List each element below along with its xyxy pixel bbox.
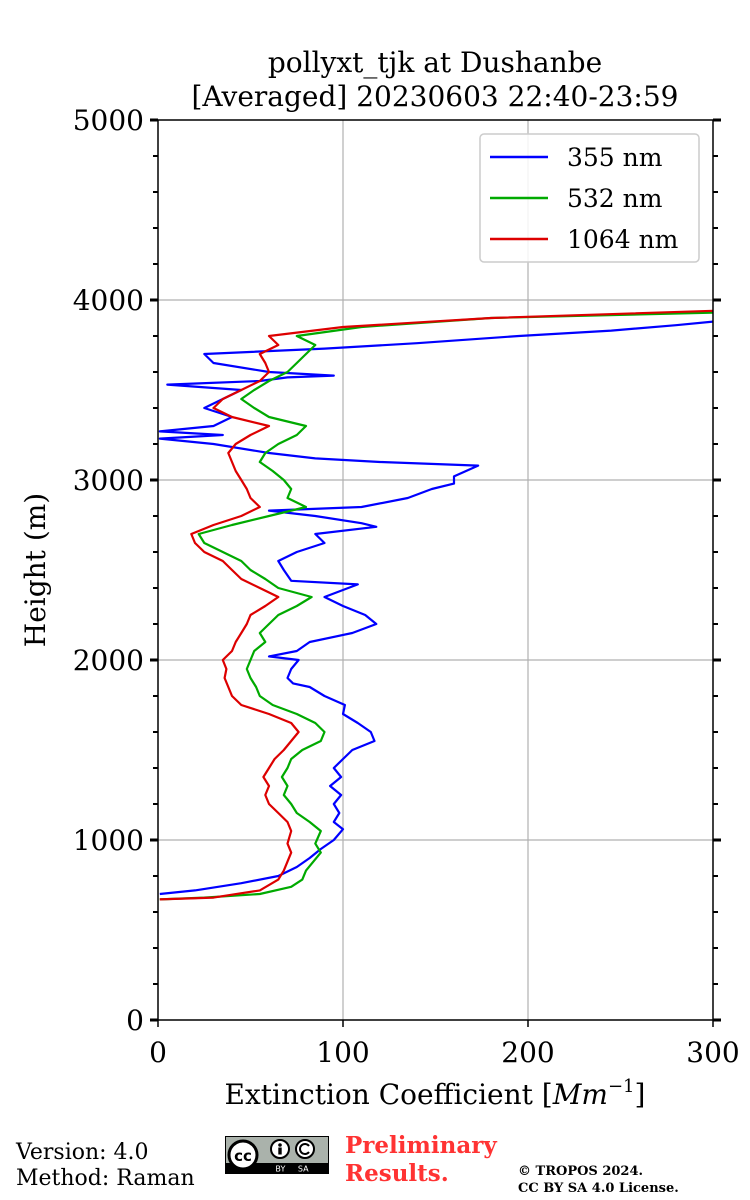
series-line-0: [158, 320, 713, 896]
chart: pollyxt_tjk at Dushanbe [Averaged] 20230…: [19, 46, 740, 1111]
chart-title-line2: [Averaged] 20230603 22:40-23:59: [192, 80, 679, 113]
legend-frame: [479, 133, 700, 263]
cc-badge-text: BY SA: [275, 1165, 309, 1174]
legend-label-0: 355 nm: [567, 143, 663, 172]
x-axis-label-close: ]: [635, 1078, 646, 1111]
y-tick-label: 4000: [73, 284, 144, 317]
svg-text:cc: cc: [234, 1147, 252, 1165]
series-line-2: [159, 309, 713, 901]
legend: 355 nm 532 nm 1064 nm: [479, 133, 700, 263]
y-tick-label: 2000: [73, 644, 144, 677]
x-tick-label: 200: [501, 1036, 554, 1069]
legend-label-1: 532 nm: [567, 184, 663, 213]
license-label: CC BY SA 4.0 License.: [518, 1181, 679, 1196]
x-tick-label: 0: [149, 1036, 167, 1069]
x-axis-label-unit: Mm: [552, 1078, 608, 1111]
legend-label-2: 1064 nm: [567, 225, 679, 254]
series-group: [158, 309, 713, 901]
preliminary-results-label: Results.: [345, 1160, 449, 1187]
y-axis-label: Height (m): [19, 493, 52, 647]
preliminary-label: Preliminary: [345, 1132, 497, 1159]
y-tick-label: 3000: [73, 464, 144, 497]
version-label: Version: 4.0: [16, 1140, 149, 1165]
cc-license-badge: cc BY SA: [225, 1136, 329, 1174]
y-tick-label: 5000: [73, 104, 144, 137]
x-tick-label: 300: [686, 1036, 739, 1069]
x-tick-label: 100: [316, 1036, 369, 1069]
chart-title-line1: pollyxt_tjk at Dushanbe: [268, 46, 602, 79]
axes: [157, 119, 714, 1021]
copyright-label: © TROPOS 2024.: [518, 1164, 644, 1179]
plot-frame: [157, 119, 714, 1021]
x-axis-label: Extinction Coefficient [Mm−1]: [225, 1076, 646, 1111]
y-tick-label: 0: [126, 1004, 144, 1037]
x-axis-label-text: Extinction Coefficient [: [225, 1078, 553, 1111]
series-line-1: [159, 311, 713, 901]
y-tick-label: 1000: [73, 824, 144, 857]
method-label: Method: Raman: [16, 1166, 195, 1191]
x-axis-label-exponent: −1: [608, 1076, 635, 1097]
